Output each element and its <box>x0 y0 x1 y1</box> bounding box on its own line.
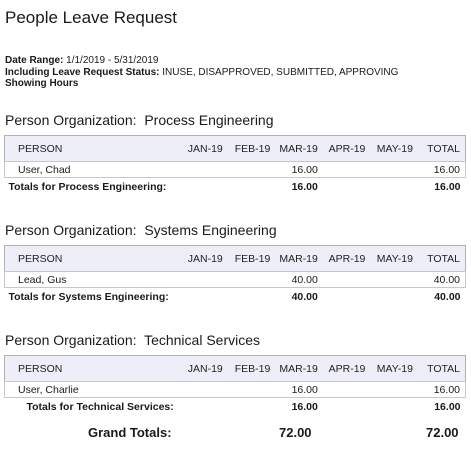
column-header: FEB-19 <box>234 362 271 375</box>
group-totals-cell <box>370 288 418 307</box>
column-header: TOTAL <box>427 252 460 265</box>
group-totals-cell <box>323 398 371 417</box>
column-header: MAY-19 <box>376 142 413 155</box>
hours-cell <box>322 161 371 178</box>
group-totals-cell <box>180 178 228 197</box>
org-heading-label: Person Organization: <box>5 332 137 348</box>
org-heading-value: Process Engineering <box>144 112 274 128</box>
hours-cell <box>370 381 418 398</box>
table-row: User, Charlie 16.00 16.00 <box>4 381 466 398</box>
column-header: MAR-19 <box>279 142 318 155</box>
date-range-label: Date Range: <box>5 55 64 66</box>
group-totals-row: Totals for Technical Services: 16.00 16.00 <box>5 398 466 417</box>
hours-cell <box>227 381 276 398</box>
person-name: Lead, Gus <box>4 271 181 288</box>
org-heading-process-engineering: Person Organization: Process Engineering <box>5 112 274 128</box>
leave-table: PERSON JAN-19 FEB-19 MAR-19 APR-19 MAY-19 TOTA… <box>4 355 466 416</box>
group-process-engineering: PERSON JAN-19 FEB-19 MAR-19 APR-19 MAY-19 TOTA… <box>4 135 466 196</box>
hours-cell <box>180 161 228 178</box>
column-header: MAY-19 <box>376 252 413 265</box>
hours-cell <box>180 271 228 288</box>
group-totals-row: Totals for Systems Engineering: 40.00 40.0… <box>5 288 466 307</box>
date-range-value: 1/1/2019 - 5/31/2019 <box>66 55 159 66</box>
group-totals-cell <box>370 398 418 417</box>
person-name: User, Charlie <box>4 381 181 398</box>
group-totals-cell <box>228 398 276 417</box>
group-totals-cell <box>370 178 418 197</box>
group-totals-cell <box>180 288 228 307</box>
table-row: User, Chad 16.00 16.00 <box>4 161 466 178</box>
grand-totals-mar: 72.00 <box>279 425 312 440</box>
group-systems-engineering: PERSON JAN-19 FEB-19 MAR-19 APR-19 MAY-19 TOTA… <box>4 245 466 306</box>
column-header: JAN-19 <box>187 142 223 155</box>
hours-cell <box>322 271 371 288</box>
showing-units: Showing Hours <box>5 78 79 89</box>
org-heading-value: Systems Engineering <box>144 222 277 238</box>
column-header: TOTAL <box>427 142 460 155</box>
group-totals-cell <box>228 288 276 307</box>
column-header: PERSON <box>18 252 63 265</box>
column-header: PERSON <box>18 142 63 155</box>
group-totals-cell: 40.00 <box>434 291 461 303</box>
column-header: APR-19 <box>328 362 366 375</box>
column-header: APR-19 <box>328 252 366 265</box>
column-header: FEB-19 <box>234 252 271 265</box>
grand-totals-total: 72.00 <box>426 425 459 440</box>
group-totals-cell: 16.00 <box>291 401 318 413</box>
person-name: User, Chad <box>4 161 181 178</box>
group-totals-cell: 16.00 <box>434 181 461 193</box>
hours-cell <box>180 381 228 398</box>
org-heading-label: Person Organization: <box>5 112 137 128</box>
group-totals-cell: 16.00 <box>434 401 461 413</box>
status-line: Including Leave Request Status: INUSE, D… <box>5 67 398 79</box>
table-header-row: PERSON JAN-19 FEB-19 MAR-19 APR-19 MAY-19 TOTA… <box>4 245 466 272</box>
org-heading-label: Person Organization: <box>5 222 137 238</box>
group-totals-row: Totals for Process Engineering: 16.00 16.0… <box>5 178 466 197</box>
group-totals-cell <box>180 398 228 417</box>
table-row: Lead, Gus 40.00 40.00 <box>4 271 466 288</box>
hours-cell <box>227 271 276 288</box>
group-totals-cell: 16.00 <box>291 181 318 193</box>
table-header-row: PERSON JAN-19 FEB-19 MAR-19 APR-19 MAY-19 TOTA… <box>4 135 466 162</box>
hours-cell <box>370 161 418 178</box>
org-heading-systems-engineering: Person Organization: Systems Engineering <box>5 222 277 238</box>
date-range-line: Date Range: 1/1/2019 - 5/31/2019 <box>5 55 398 67</box>
hours-cell: 16.00 <box>275 161 323 178</box>
column-header: PERSON <box>18 362 63 375</box>
leave-table: PERSON JAN-19 FEB-19 MAR-19 APR-19 MAY-19 TOTA… <box>4 135 466 196</box>
hours-cell: 40.00 <box>275 271 323 288</box>
column-header: JAN-19 <box>187 362 223 375</box>
group-totals-cell: 40.00 <box>291 291 318 303</box>
org-heading-value: Technical Services <box>144 332 260 348</box>
org-heading-technical-services: Person Organization: Technical Services <box>5 332 260 348</box>
hours-cell <box>370 271 418 288</box>
hours-cell: 16.00 <box>417 381 466 398</box>
group-totals-cell <box>323 178 371 197</box>
hours-cell: 16.00 <box>417 161 466 178</box>
grand-totals-label: Grand Totals: <box>88 425 172 440</box>
status-value: INUSE, DISAPPROVED, SUBMITTED, APPROVING <box>162 66 399 78</box>
column-header: MAR-19 <box>279 362 318 375</box>
column-header: TOTAL <box>427 362 460 375</box>
hours-cell <box>227 161 276 178</box>
hours-cell: 16.00 <box>275 381 323 398</box>
column-header: JAN-19 <box>187 252 223 265</box>
column-header: MAR-19 <box>279 252 318 265</box>
report-parameters: Date Range: 1/1/2019 - 5/31/2019 Includi… <box>5 55 398 90</box>
group-totals-label: Totals for Process Engineering: <box>8 181 167 193</box>
report-title: People Leave Request <box>5 8 178 27</box>
column-header: APR-19 <box>328 142 366 155</box>
group-totals-label: Totals for Technical Services: <box>26 401 174 413</box>
group-technical-services: PERSON JAN-19 FEB-19 MAR-19 APR-19 MAY-19 TOTA… <box>4 355 466 416</box>
hours-cell <box>322 381 371 398</box>
group-totals-cell <box>323 288 371 307</box>
column-header: FEB-19 <box>234 142 271 155</box>
status-label: Including Leave Request Status: <box>5 66 160 78</box>
group-totals-label: Totals for Systems Engineering: <box>8 291 169 303</box>
group-totals-cell <box>228 178 276 197</box>
leave-table: PERSON JAN-19 FEB-19 MAR-19 APR-19 MAY-19 TOTA… <box>4 245 466 306</box>
table-header-row: PERSON JAN-19 FEB-19 MAR-19 APR-19 MAY-19 TOTA… <box>4 355 466 382</box>
hours-cell: 40.00 <box>417 271 466 288</box>
column-header: MAY-19 <box>376 362 413 375</box>
